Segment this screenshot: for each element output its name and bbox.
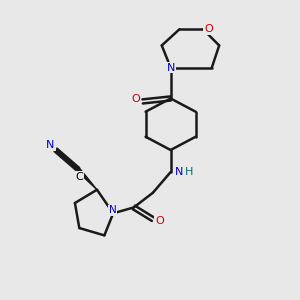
Text: C: C [76, 172, 83, 182]
Text: H: H [185, 167, 193, 177]
Text: N: N [175, 167, 183, 177]
Text: N: N [109, 206, 116, 215]
Polygon shape [76, 168, 97, 190]
Text: N: N [46, 140, 55, 150]
Text: O: O [155, 216, 164, 226]
Text: O: O [204, 24, 213, 34]
Text: O: O [132, 94, 140, 104]
Text: N: N [167, 63, 175, 73]
